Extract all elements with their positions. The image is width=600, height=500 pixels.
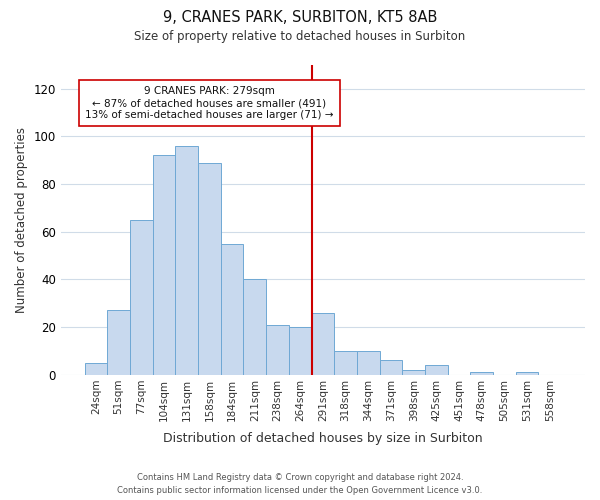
Bar <box>266 324 289 374</box>
Bar <box>425 365 448 374</box>
Bar <box>403 370 425 374</box>
Text: 9 CRANES PARK: 279sqm
← 87% of detached houses are smaller (491)
13% of semi-det: 9 CRANES PARK: 279sqm ← 87% of detached … <box>85 86 334 120</box>
Bar <box>221 244 244 374</box>
Bar <box>357 351 380 374</box>
Text: Contains HM Land Registry data © Crown copyright and database right 2024.
Contai: Contains HM Land Registry data © Crown c… <box>118 473 482 495</box>
Bar <box>380 360 403 374</box>
X-axis label: Distribution of detached houses by size in Surbiton: Distribution of detached houses by size … <box>163 432 483 445</box>
Bar <box>107 310 130 374</box>
Bar <box>85 362 107 374</box>
Bar <box>175 146 198 374</box>
Bar <box>244 280 266 374</box>
Text: Size of property relative to detached houses in Surbiton: Size of property relative to detached ho… <box>134 30 466 43</box>
Bar <box>516 372 538 374</box>
Bar <box>152 156 175 374</box>
Bar <box>130 220 152 374</box>
Bar <box>311 312 334 374</box>
Bar <box>198 162 221 374</box>
Bar <box>289 327 311 374</box>
Y-axis label: Number of detached properties: Number of detached properties <box>15 127 28 313</box>
Text: 9, CRANES PARK, SURBITON, KT5 8AB: 9, CRANES PARK, SURBITON, KT5 8AB <box>163 10 437 25</box>
Bar <box>470 372 493 374</box>
Bar <box>334 351 357 374</box>
